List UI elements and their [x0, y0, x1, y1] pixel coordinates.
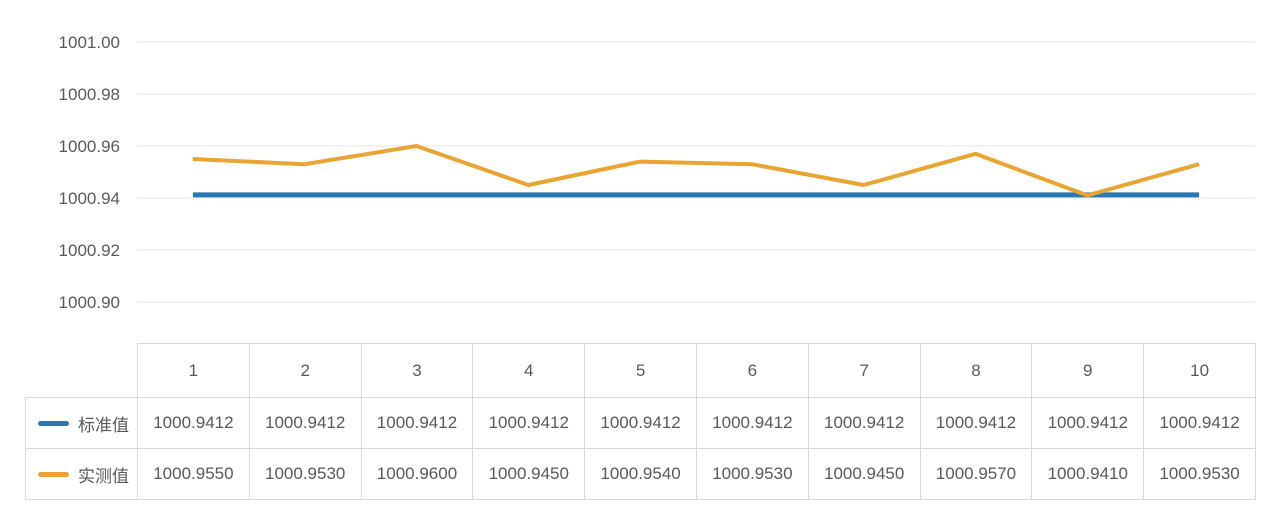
- table-header-row: 1 2 3 4 5 6 7 8 9 10: [26, 343, 1256, 398]
- table-header-cell: 4: [472, 343, 586, 398]
- table-header-cell: 7: [807, 343, 921, 398]
- table-header-cell: 2: [248, 343, 362, 398]
- value-cell: 1000.9412: [695, 397, 809, 449]
- table-row-measured: 实测值 1000.9550 1000.9530 1000.9600 1000.9450 1…: [25, 448, 1256, 500]
- value-cell: 1000.9412: [807, 397, 921, 449]
- table-header-cell: 3: [360, 343, 474, 398]
- table-header-cell: 1: [137, 343, 250, 398]
- series-line-measured: [192, 144, 1200, 198]
- legend-label: 实测值: [78, 466, 129, 486]
- y-axis-label: 1000.96: [59, 137, 120, 156]
- legend-swatch-standard: [38, 420, 69, 426]
- table-header-cell: 9: [1031, 343, 1145, 398]
- value-cell: 1000.9570: [919, 448, 1033, 500]
- value-cell: 1000.9412: [472, 397, 586, 449]
- value-cell: 1000.9530: [1143, 448, 1256, 500]
- legend-cell-standard: 标准值: [25, 397, 138, 449]
- table-header-cell: 10: [1143, 343, 1256, 398]
- table-header-cell: 5: [584, 343, 697, 398]
- value-cell: 1000.9450: [472, 448, 586, 500]
- value-cell: 1000.9412: [1031, 397, 1145, 449]
- table-row-standard: 标准值 1000.9412 1000.9412 1000.9412 1000.9412 1…: [25, 397, 1256, 449]
- value-cell: 1000.9450: [807, 448, 921, 500]
- value-cell: 1000.9412: [137, 397, 250, 449]
- y-axis-label: 1000.98: [59, 85, 120, 104]
- value-cell: 1000.9530: [248, 448, 362, 500]
- value-cell: 1000.9530: [695, 448, 809, 500]
- table-corner-cell: [26, 344, 138, 398]
- value-cell: 1000.9550: [137, 448, 250, 500]
- value-cell: 1000.9600: [360, 448, 474, 500]
- legend-swatch-measured: [38, 471, 69, 477]
- value-cell: 1000.9412: [248, 397, 362, 449]
- line-chart: 1001.00 1000.98 1000.96 1000.94 1000.92 1000.…: [59, 33, 1255, 312]
- y-axis-label: 1000.94: [59, 189, 120, 208]
- value-cell: 1000.9412: [584, 397, 697, 449]
- legend-label: 标准值: [78, 415, 129, 435]
- data-table: 1 2 3 4 5 6 7 8 9 10 标准值 1000.9412 1000.9412 1000.94…: [25, 343, 1256, 500]
- legend-cell-measured: 实测值: [25, 448, 138, 500]
- y-axis-label: 1000.90: [59, 293, 120, 312]
- y-axis-label: 1000.92: [59, 241, 120, 260]
- table-header-cell: 8: [919, 343, 1033, 398]
- value-cell: 1000.9412: [1143, 397, 1256, 449]
- value-cell: 1000.9410: [1031, 448, 1145, 500]
- value-cell: 1000.9540: [584, 448, 697, 500]
- value-cell: 1000.9412: [919, 397, 1033, 449]
- value-cell: 1000.9412: [360, 397, 474, 449]
- y-axis-label: 1001.00: [59, 33, 120, 52]
- table-header-cell: 6: [695, 343, 809, 398]
